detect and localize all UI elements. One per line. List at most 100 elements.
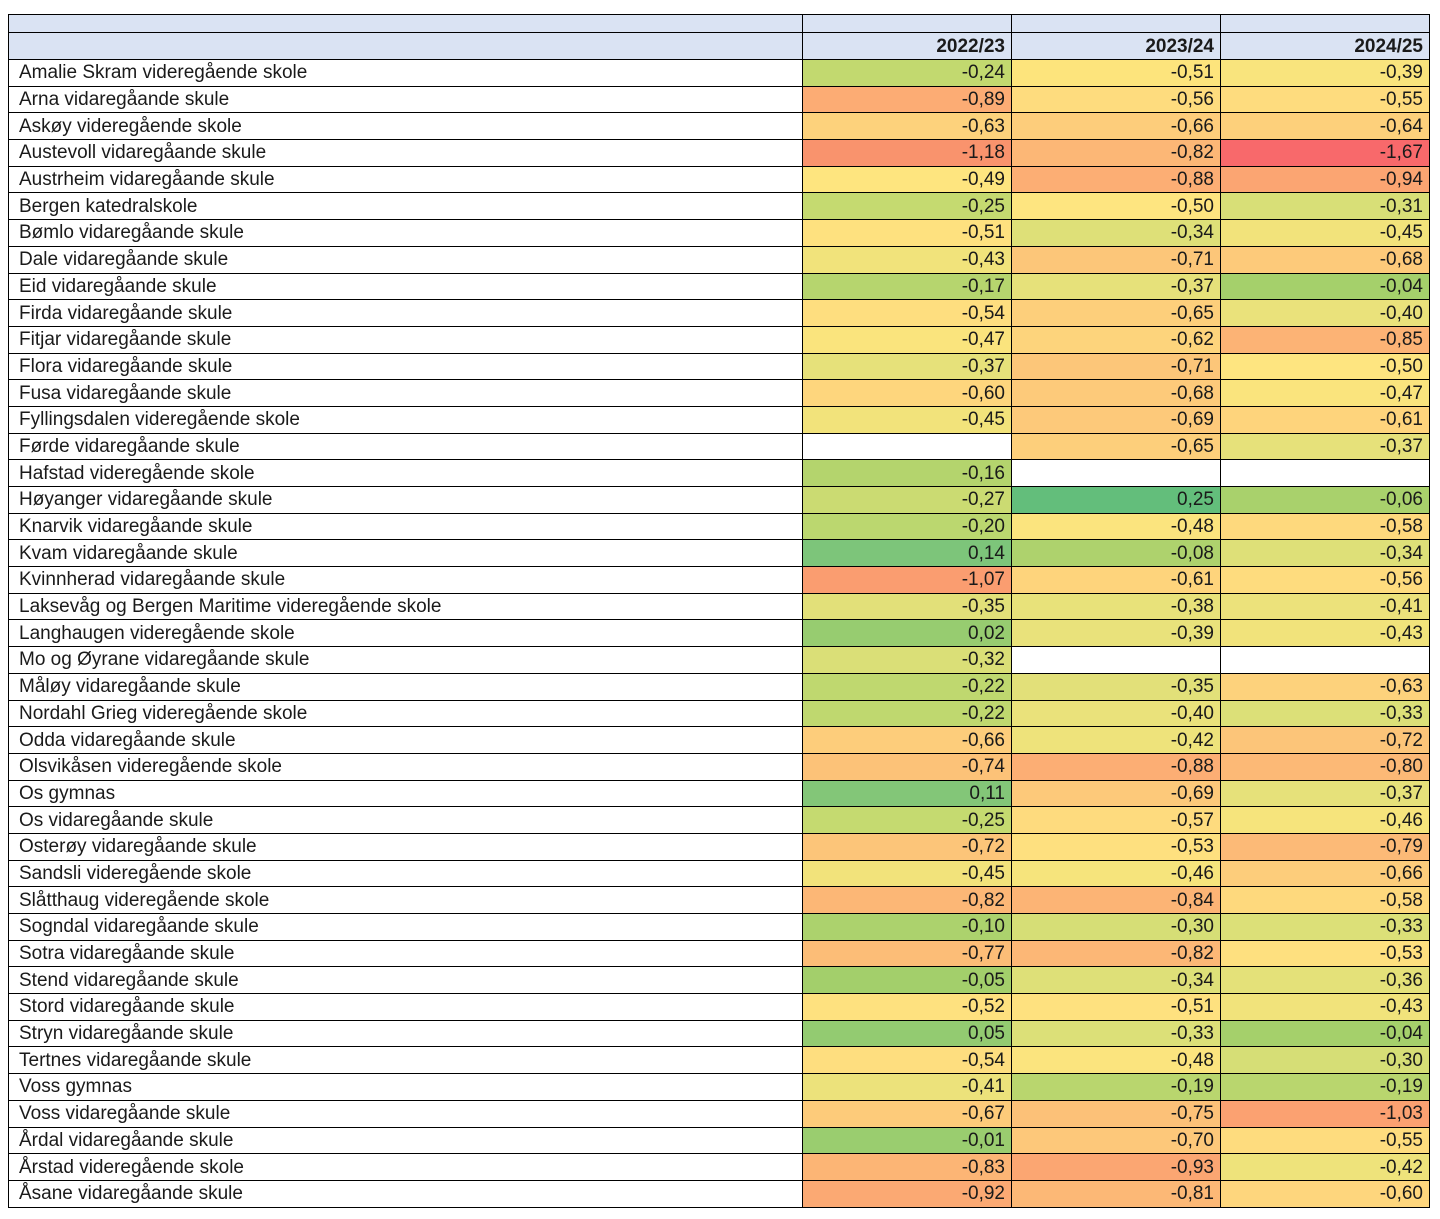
value-cell[interactable]: -0,93: [1011, 1153, 1221, 1181]
school-name-cell[interactable]: Kvam vidaregåande skule: [8, 539, 803, 568]
value-cell[interactable]: -0,72: [1220, 726, 1430, 754]
value-cell[interactable]: -0,37: [802, 352, 1012, 381]
value-cell[interactable]: -0,46: [1011, 859, 1221, 888]
school-name-cell[interactable]: Austrheim vidaregåande skule: [8, 165, 803, 194]
value-cell[interactable]: -0,04: [1220, 1019, 1430, 1048]
school-name-cell[interactable]: Austevoll vidaregåande skule: [8, 139, 803, 167]
value-cell[interactable]: -0,82: [1011, 139, 1221, 167]
value-cell[interactable]: [1011, 646, 1221, 674]
value-cell[interactable]: -0,22: [802, 672, 1012, 701]
value-cell[interactable]: -0,48: [1011, 1046, 1221, 1075]
value-cell[interactable]: 0,11: [802, 779, 1012, 808]
value-cell[interactable]: -0,50: [1220, 352, 1430, 381]
value-cell[interactable]: -0,50: [1011, 192, 1221, 221]
value-cell[interactable]: -0,39: [1220, 59, 1430, 87]
value-cell[interactable]: -0,84: [1011, 886, 1221, 914]
value-cell[interactable]: -0,41: [802, 1073, 1012, 1101]
school-name-cell[interactable]: Voss gymnas: [8, 1073, 803, 1101]
school-name-cell[interactable]: Stend vidaregåande skule: [8, 966, 803, 995]
value-cell[interactable]: -0,67: [802, 1099, 1012, 1128]
value-cell[interactable]: -0,35: [802, 592, 1012, 621]
value-cell[interactable]: -0,52: [802, 993, 1012, 1021]
school-name-cell[interactable]: Bergen katedralskole: [8, 192, 803, 221]
value-cell[interactable]: -0,45: [1220, 219, 1430, 247]
value-cell[interactable]: -0,49: [802, 165, 1012, 194]
value-cell[interactable]: -0,66: [1011, 112, 1221, 141]
school-name-cell[interactable]: Tertnes vidaregåande skule: [8, 1046, 803, 1075]
value-cell[interactable]: -0,27: [802, 486, 1012, 514]
value-cell[interactable]: -0,82: [802, 886, 1012, 914]
value-cell[interactable]: -0,83: [802, 1153, 1012, 1181]
school-name-cell[interactable]: Fyllingsdalen videregående skole: [8, 405, 803, 434]
value-cell[interactable]: -0,89: [802, 85, 1012, 114]
school-name-cell[interactable]: Nordahl Grieg videregående skole: [8, 699, 803, 728]
school-name-cell[interactable]: Askøy videregående skole: [8, 112, 803, 141]
value-cell[interactable]: -0,20: [802, 512, 1012, 541]
value-cell[interactable]: -0,43: [1220, 619, 1430, 648]
value-cell[interactable]: -0,65: [1011, 299, 1221, 327]
value-cell[interactable]: -0,33: [1220, 913, 1430, 941]
school-name-cell[interactable]: Laksevåg og Bergen Maritime videregående…: [8, 592, 803, 621]
value-cell[interactable]: -0,06: [1220, 486, 1430, 514]
value-cell[interactable]: -0,80: [1220, 752, 1430, 781]
school-name-cell[interactable]: Eid vidaregåande skule: [8, 272, 803, 301]
value-cell[interactable]: -0,68: [1011, 379, 1221, 407]
school-name-cell[interactable]: Knarvik vidaregåande skule: [8, 512, 803, 541]
value-cell[interactable]: -0,61: [1220, 405, 1430, 434]
value-cell[interactable]: -0,88: [1011, 752, 1221, 781]
school-name-cell[interactable]: Stord vidaregåande skule: [8, 993, 803, 1021]
value-cell[interactable]: 0,05: [802, 1019, 1012, 1048]
value-cell[interactable]: -0,54: [802, 299, 1012, 327]
value-cell[interactable]: -0,19: [1220, 1073, 1430, 1101]
column-header[interactable]: 2022/23: [802, 32, 1012, 60]
value-cell[interactable]: -0,66: [802, 726, 1012, 754]
school-name-cell[interactable]: Årdal vidaregåande skule: [8, 1126, 803, 1155]
value-cell[interactable]: -0,69: [1011, 779, 1221, 808]
school-name-cell[interactable]: Firda vidaregåande skule: [8, 299, 803, 327]
value-cell[interactable]: -0,04: [1220, 272, 1430, 301]
value-cell[interactable]: -0,63: [1220, 672, 1430, 701]
value-cell[interactable]: -0,81: [1011, 1179, 1221, 1208]
school-name-cell[interactable]: Langhaugen videregående skole: [8, 619, 803, 648]
header-cell[interactable]: [1011, 14, 1221, 33]
school-name-cell[interactable]: Slåtthaug videregående skole: [8, 886, 803, 914]
value-cell[interactable]: -0,48: [1011, 512, 1221, 541]
school-name-cell[interactable]: Stryn vidaregåande skule: [8, 1019, 803, 1048]
school-name-cell[interactable]: Hafstad videregående skole: [8, 459, 803, 487]
value-cell[interactable]: -0,71: [1011, 352, 1221, 381]
value-cell[interactable]: -0,32: [802, 646, 1012, 674]
value-cell[interactable]: -0,22: [802, 699, 1012, 728]
value-cell[interactable]: -0,01: [802, 1126, 1012, 1155]
value-cell[interactable]: -0,47: [802, 325, 1012, 354]
school-name-cell[interactable]: Åsane vidaregåande skule: [8, 1179, 803, 1208]
value-cell[interactable]: -0,53: [1220, 939, 1430, 968]
value-cell[interactable]: -0,54: [802, 1046, 1012, 1075]
value-cell[interactable]: -0,51: [1011, 59, 1221, 87]
header-cell[interactable]: [1220, 14, 1430, 33]
value-cell[interactable]: -0,40: [1011, 699, 1221, 728]
value-cell[interactable]: -0,92: [802, 1179, 1012, 1208]
school-name-cell[interactable]: Os vidaregåande skule: [8, 806, 803, 834]
value-cell[interactable]: -0,40: [1220, 299, 1430, 327]
value-cell[interactable]: -0,82: [1011, 939, 1221, 968]
school-name-cell[interactable]: Bømlo vidaregåande skule: [8, 219, 803, 247]
value-cell[interactable]: -0,58: [1220, 512, 1430, 541]
value-cell[interactable]: -1,03: [1220, 1099, 1430, 1128]
value-cell[interactable]: -0,88: [1011, 165, 1221, 194]
value-cell[interactable]: -0,30: [1011, 913, 1221, 941]
value-cell[interactable]: -1,18: [802, 139, 1012, 167]
value-cell[interactable]: -0,42: [1011, 726, 1221, 754]
school-name-cell[interactable]: Fitjar vidaregåande skule: [8, 325, 803, 354]
school-name-cell[interactable]: Høyanger vidaregåande skule: [8, 486, 803, 514]
value-cell[interactable]: -0,51: [802, 219, 1012, 247]
school-name-cell[interactable]: Osterøy vidaregåande skule: [8, 832, 803, 861]
value-cell[interactable]: -0,79: [1220, 832, 1430, 861]
value-cell[interactable]: -0,58: [1220, 886, 1430, 914]
school-name-cell[interactable]: Kvinnherad vidaregåande skule: [8, 566, 803, 594]
school-name-cell[interactable]: Amalie Skram videregående skole: [8, 59, 803, 87]
school-name-cell[interactable]: Voss vidaregåande skule: [8, 1099, 803, 1128]
school-name-cell[interactable]: Fusa vidaregåande skule: [8, 379, 803, 407]
value-cell[interactable]: -0,94: [1220, 165, 1430, 194]
value-cell[interactable]: -0,34: [1011, 219, 1221, 247]
value-cell[interactable]: [802, 432, 1012, 461]
